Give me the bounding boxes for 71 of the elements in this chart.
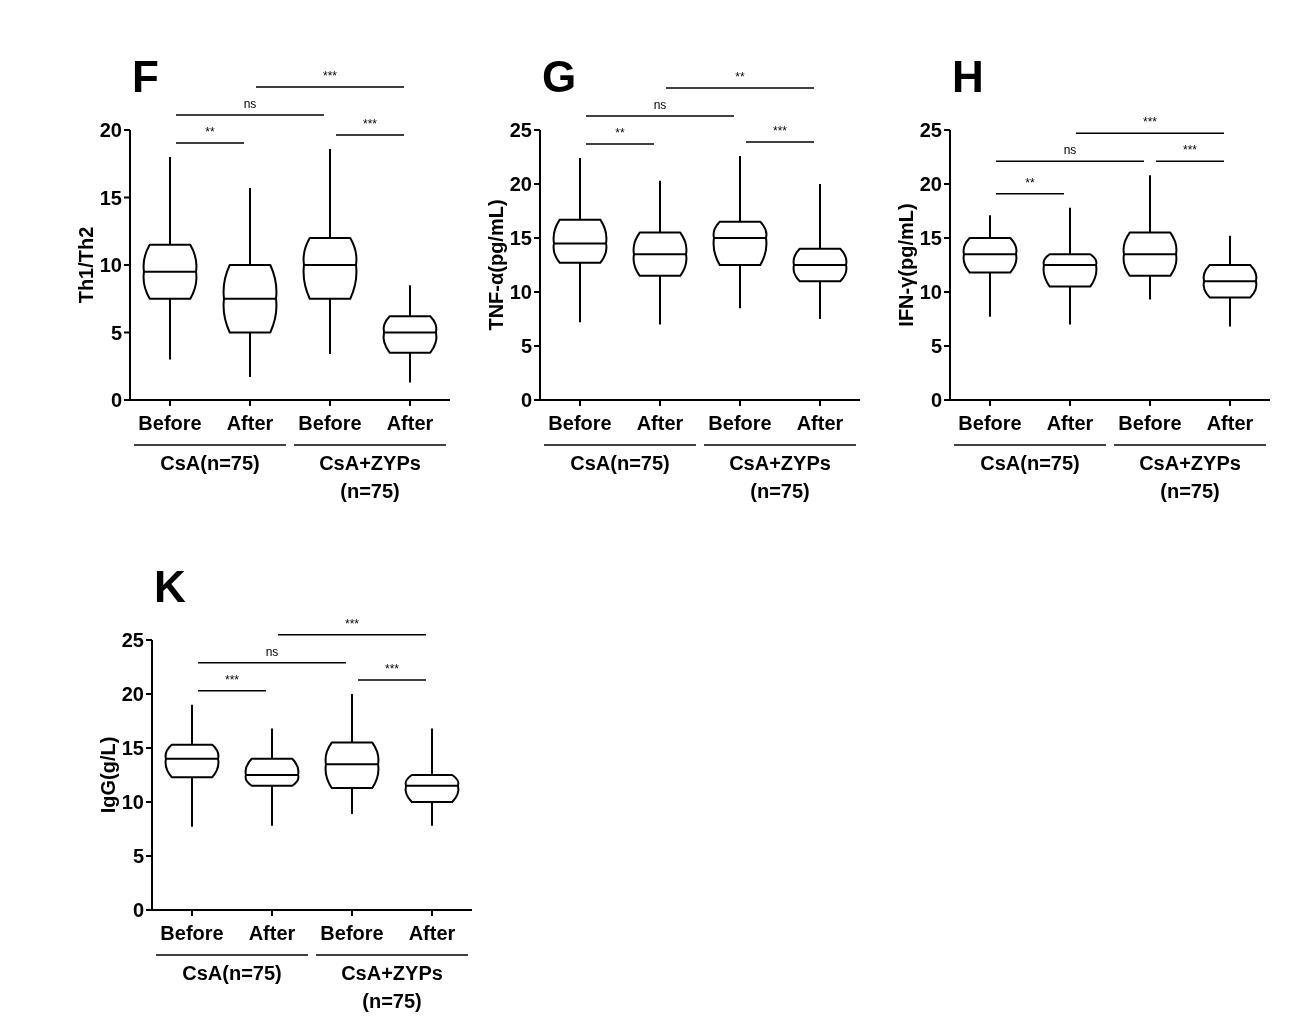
y-tick-label: 10 (509, 281, 532, 304)
x-tick-label: After (1046, 412, 1094, 435)
chart-title: K (154, 562, 186, 611)
x-tick-label: After (636, 412, 684, 435)
y-tick-label: 15 (509, 227, 532, 250)
text: CsA+ZYPs (n=75) (341, 962, 443, 1012)
x-tick-label: Before (548, 412, 612, 435)
x-tick-label: Before (320, 922, 384, 945)
y-tick-label: 0 (520, 389, 532, 412)
y-axis-title: Th1/Th2 (75, 226, 97, 304)
y-tick-label: 10 (121, 791, 144, 814)
annotation: ns (1063, 143, 1077, 158)
text: ** (735, 70, 745, 85)
text: ns (243, 97, 257, 111)
y-axis-title: IFN-γ(pg/mL) (895, 203, 917, 327)
x-tick-label: Before (708, 412, 772, 435)
y-tick-label: 25 (919, 119, 942, 142)
text: CsA(n=75) (182, 962, 282, 984)
text: CsA(n=75) (570, 452, 670, 474)
text: CsA(n=75) (160, 452, 260, 474)
text: CsA(n=75) (980, 452, 1080, 474)
annotation: *** (224, 672, 240, 687)
text: CsA+ZYPs (n=75) (729, 452, 831, 502)
y-tick-label: 10 (99, 254, 122, 277)
y-tick-label: 15 (99, 186, 122, 209)
y-axis-title: IgG(g/L) (97, 736, 119, 814)
y-axis-title: TNF-α(pg/mL) (485, 199, 507, 331)
x-tick-label: Before (138, 412, 202, 435)
annotation: ** (615, 126, 625, 141)
y-tick-label: 15 (121, 737, 144, 760)
y-tick-label: 5 (520, 335, 532, 358)
chart-title: F (132, 52, 159, 101)
y-tick-label: 15 (919, 227, 942, 250)
x-tick-label: After (1206, 412, 1254, 435)
annotation: ** (205, 125, 215, 139)
x-tick-label: Before (160, 922, 224, 945)
x-tick-label: Before (958, 412, 1022, 435)
annotation: ns (265, 644, 279, 659)
x-tick-label: After (248, 922, 296, 945)
x-tick-label: After (408, 922, 456, 945)
y-tick-label: 20 (99, 119, 122, 142)
y-tick-label: 5 (132, 845, 144, 868)
y-tick-label: 5 (930, 335, 942, 358)
y-tick-label: 20 (121, 683, 144, 706)
text: ns (653, 98, 667, 113)
annotation: *** (384, 662, 400, 676)
chart-title: G (542, 52, 577, 101)
text: *** (344, 616, 360, 631)
y-tick-label: 0 (110, 389, 122, 412)
x-tick-label: After (226, 412, 274, 435)
annotation: *** (1182, 143, 1198, 158)
text: CsA+ZYPs (n=75) (1139, 452, 1241, 502)
y-tick-label: 20 (919, 173, 942, 196)
text: *** (1142, 115, 1158, 130)
y-tick-label: 0 (930, 389, 942, 412)
y-tick-label: 5 (110, 321, 122, 344)
chart-title: H (952, 52, 984, 101)
x-tick-label: After (796, 412, 844, 435)
y-tick-label: 25 (121, 629, 144, 652)
text: CsA+ZYPs (n=75) (319, 452, 421, 502)
annotation: *** (772, 123, 788, 138)
x-tick-label: Before (1118, 412, 1182, 435)
x-tick-label: After (386, 412, 434, 435)
y-tick-label: 0 (132, 899, 144, 922)
annotation: *** (362, 116, 378, 131)
y-tick-label: 25 (509, 119, 532, 142)
y-tick-label: 10 (919, 281, 942, 304)
text: *** (322, 69, 338, 83)
x-tick-label: Before (298, 412, 362, 435)
annotation: ** (1025, 175, 1035, 190)
y-tick-label: 20 (509, 173, 532, 196)
